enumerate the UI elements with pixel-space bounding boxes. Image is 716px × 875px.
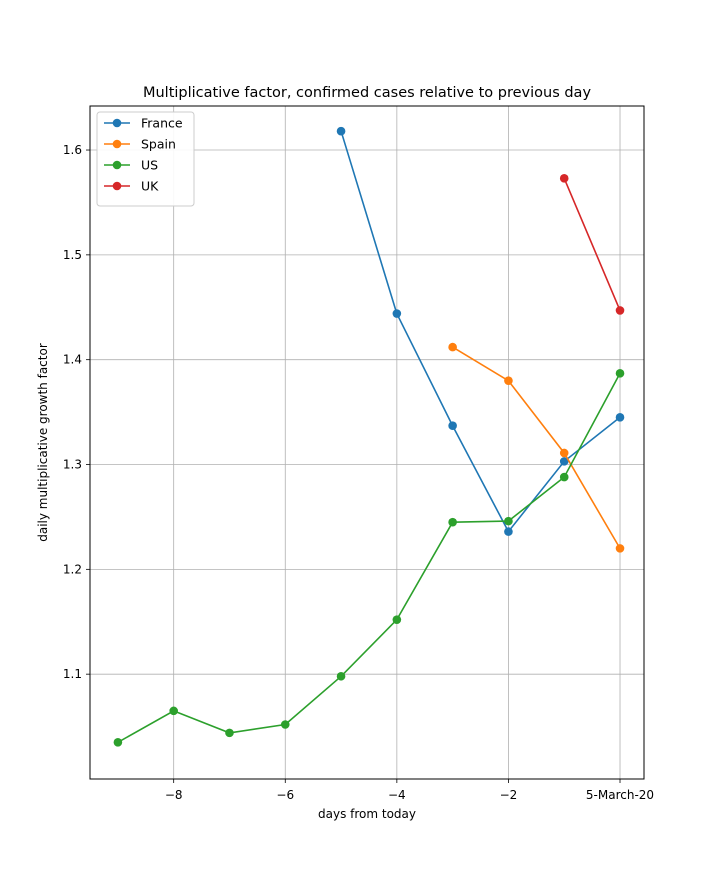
legend-item-france: France: [104, 116, 183, 131]
series-us: [113, 369, 625, 747]
data-point-us: [280, 720, 290, 729]
data-point-us: [448, 517, 457, 527]
data-point-us: [504, 516, 513, 526]
x-axis-label: days from today: [318, 807, 416, 821]
series-line-spain: [452, 346, 621, 549]
y-tick-label: 1.3: [63, 458, 82, 472]
series-lines: [113, 126, 625, 747]
data-point-us: [392, 615, 402, 624]
data-point-uk: [615, 306, 625, 315]
y-tick-label: 1.5: [63, 248, 82, 262]
legend-label: Spain: [141, 137, 176, 152]
x-tick-label: 5-March-20: [586, 788, 654, 802]
y-axis-label: daily multiplicative growth factor: [36, 343, 50, 542]
grid: [90, 106, 644, 779]
data-point-france: [559, 457, 569, 466]
legend: France Spain US UK: [96, 111, 195, 207]
legend-item-spain: Spain: [104, 137, 176, 152]
data-point-spain: [504, 376, 513, 385]
data-point-spain: [615, 544, 625, 553]
legend-swatch-marker: [112, 160, 122, 170]
data-point-us: [225, 728, 234, 738]
legend-label: US: [141, 158, 158, 173]
legend-item-uk: UK: [104, 179, 159, 194]
plot-area-frame: [89, 105, 645, 780]
legend-label: France: [141, 116, 183, 131]
y-tick-label: 1.1: [63, 667, 82, 681]
data-point-france: [615, 413, 625, 422]
x-tick-label: −4: [388, 788, 406, 802]
legend-swatch-marker: [112, 139, 122, 149]
data-point-us: [113, 738, 123, 747]
chart-title: Multiplicative factor, confirmed cases r…: [143, 85, 591, 101]
data-point-us: [169, 706, 178, 716]
legend-item-us: US: [104, 158, 158, 173]
data-point-us: [615, 369, 625, 378]
data-point-uk: [559, 174, 569, 183]
y-tick-label: 1.6: [63, 143, 82, 157]
legend-swatch-marker: [112, 118, 122, 128]
data-point-spain: [448, 342, 457, 352]
data-point-france: [392, 309, 402, 318]
series-france: [336, 126, 625, 536]
legend-label: UK: [141, 179, 159, 194]
data-point-us: [559, 472, 569, 482]
series-line-uk: [563, 177, 621, 311]
x-tick-label: −6: [276, 788, 294, 802]
legend-swatch-marker: [112, 181, 122, 191]
y-tick-label: 1.4: [63, 353, 82, 367]
series-spain: [448, 342, 625, 553]
y-tick-label: 1.2: [63, 562, 82, 576]
data-point-france: [504, 527, 513, 536]
data-point-france: [336, 126, 346, 136]
axis-ticks: −8 −6 −4 −2 5-March-20 1.1 1.2 1.3 1.4 1.5 1.6: [63, 143, 654, 802]
data-point-spain: [559, 448, 569, 458]
data-point-us: [336, 671, 346, 681]
series-line-france: [340, 130, 621, 534]
x-tick-label: −2: [500, 788, 518, 802]
legend-box: [96, 111, 195, 207]
x-tick-label: −8: [165, 788, 183, 802]
data-point-france: [448, 421, 457, 431]
series-line-us: [117, 372, 621, 743]
series-uk: [559, 174, 625, 315]
